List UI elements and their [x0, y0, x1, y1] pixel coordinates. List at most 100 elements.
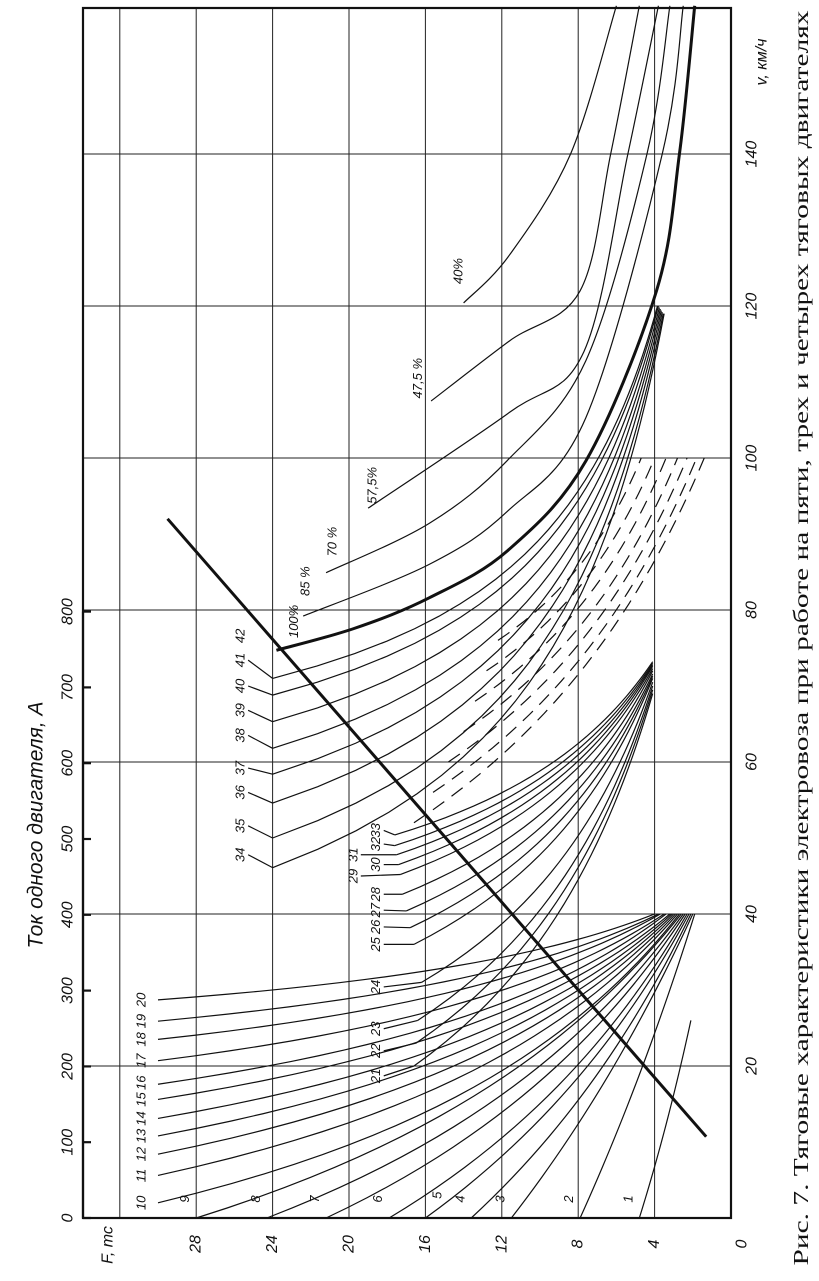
curve-label: 28	[368, 886, 383, 902]
curve-label: 27	[368, 902, 383, 918]
traction-curve-70	[325, 5, 671, 574]
curve-label: 11	[133, 1169, 148, 1183]
label-leader-line	[383, 843, 395, 847]
curve-label: 29	[345, 869, 360, 884]
curve-label: 37	[233, 760, 248, 775]
curve-label: 36	[233, 784, 248, 799]
traction-curve-9	[196, 913, 682, 1219]
label-leader-line	[247, 767, 273, 775]
curve-label: 6	[370, 1195, 385, 1203]
label-leader-line	[383, 829, 396, 836]
label-leader-line	[247, 685, 273, 696]
current-axis-title: Ток одного двигателя, А	[25, 702, 48, 949]
traction-curve-10	[157, 913, 680, 1204]
traction-curve-18	[157, 913, 661, 1040]
x-tick-label: 60	[744, 753, 761, 771]
traction-curve-16	[157, 913, 667, 1085]
curve-label: 57,5%	[364, 467, 379, 504]
label-leader-line	[360, 873, 401, 877]
curve-label: 2	[561, 1195, 576, 1204]
current-tick-label: 0	[60, 1213, 77, 1222]
curve-label: 13	[133, 1128, 148, 1143]
curve-label: 18	[133, 1031, 148, 1046]
curve-label: 16	[133, 1075, 148, 1090]
label-leader-line	[247, 659, 273, 679]
traction-curve-3	[510, 913, 694, 1219]
label-leader-line	[247, 734, 273, 749]
current-tick-label: 400	[60, 901, 77, 928]
traction-curve-15	[157, 913, 671, 1101]
curve-label: 4	[452, 1195, 467, 1202]
traction-curve-475	[430, 5, 640, 402]
x-tick-label: 80	[744, 601, 761, 619]
traction-curve-41	[272, 305, 659, 679]
curve-label: 42	[233, 628, 248, 643]
curve-label: 15	[133, 1091, 148, 1106]
curve-labels: 1234567891011121314151617181920212223242…	[133, 258, 635, 1210]
chart-frame	[81, 6, 733, 1220]
label-leader-line	[383, 926, 411, 929]
label-leader-line	[247, 791, 273, 804]
curve-label: 41	[233, 653, 248, 667]
traction-curve-22	[415, 689, 654, 1044]
curve-label: 35	[233, 818, 248, 833]
x-tick-label: 120	[744, 293, 761, 320]
traction-curve-20	[157, 913, 655, 1001]
label-leader-line	[383, 1042, 416, 1052]
curve-label: 17	[133, 1053, 148, 1068]
traction-curve-5	[425, 913, 690, 1219]
curve-label: 25	[368, 936, 383, 952]
x-tick-label: 20	[744, 1057, 761, 1076]
curve-label: 14	[133, 1111, 148, 1125]
label-leader-line	[383, 1019, 418, 1030]
label-leader-line	[247, 854, 273, 869]
traction-curve-30	[398, 665, 654, 866]
current-tick-label: 700	[60, 674, 77, 701]
curve-label: 70 %	[324, 527, 339, 557]
traction-curve-dashed-5	[474, 457, 667, 702]
curve-label: 7	[307, 1195, 322, 1203]
curve-label: 34	[233, 847, 248, 861]
traction-curve-42	[276, 5, 697, 652]
curve-label: 5	[429, 1191, 444, 1199]
traction-curve-7	[325, 913, 686, 1219]
traction-curve-39	[272, 307, 660, 723]
y-tick-label: 24	[264, 1235, 281, 1254]
x-tick-label: 40	[744, 905, 761, 923]
traction-curve-37	[272, 310, 662, 775]
x-axis-title: v, км/ч	[754, 39, 771, 86]
traction-curve-14	[157, 913, 673, 1120]
curve-label: 12	[133, 1146, 148, 1161]
curve-label: 10	[133, 1195, 148, 1210]
label-leader-line	[383, 1065, 415, 1077]
current-tick-label: 300	[60, 977, 77, 1004]
current-tick-label: 800	[60, 598, 77, 625]
traction-curve-25	[413, 678, 654, 945]
curve-label: 1	[620, 1195, 635, 1202]
curve-label: 24	[368, 980, 383, 995]
traction-curve-27	[406, 673, 654, 912]
curve-label: 38	[233, 727, 248, 742]
traction-curve-11	[157, 913, 678, 1177]
curve-label: 32	[368, 836, 383, 851]
label-leader-line	[247, 825, 273, 839]
figure-caption: Рис. 7. Тяговые характеристики электрово…	[789, 10, 813, 1266]
label-leader-line	[383, 981, 422, 988]
tick-labels: 4812162024282040608010012014000100200300…	[60, 141, 761, 1254]
traction-curve-40	[272, 305, 659, 696]
curve-label: 47,5 %	[410, 358, 425, 398]
traction-curve-dashed-4	[463, 457, 679, 733]
traction-curve-32	[394, 662, 654, 847]
traction-curve-575	[367, 5, 660, 509]
traction-curve-4	[470, 913, 692, 1219]
curve-label: 39	[233, 703, 248, 717]
curve-label: 9	[177, 1195, 192, 1202]
label-leader-line	[247, 709, 273, 723]
traction-curve-dashed-7	[497, 457, 642, 641]
curve-label: 85 %	[298, 566, 313, 596]
limit-line	[166, 517, 708, 1138]
traction-curve-36	[272, 311, 663, 804]
traction-curve-dashed-3	[447, 457, 688, 763]
origin-tick-label: 0	[734, 1239, 751, 1248]
